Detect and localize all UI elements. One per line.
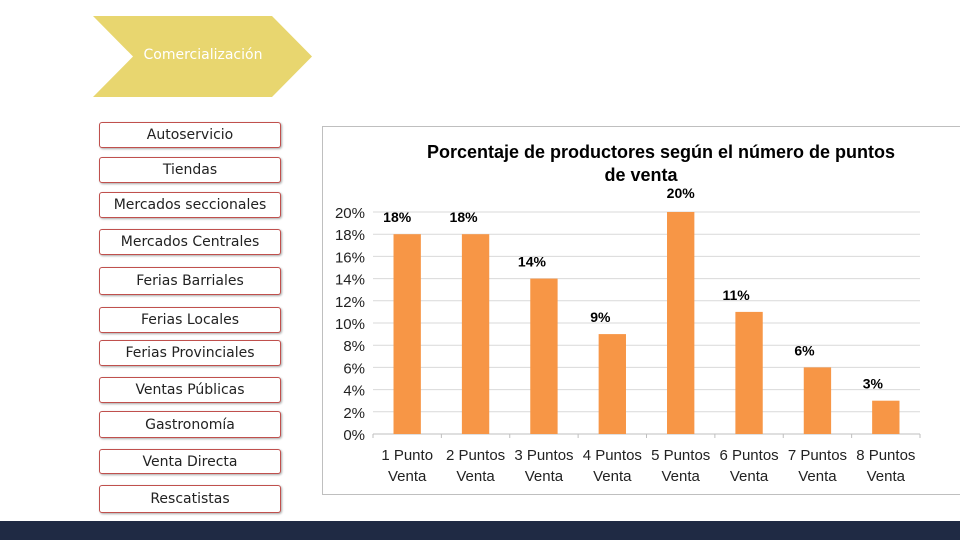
x-tick-label: Venta xyxy=(798,468,837,485)
x-tick-label: 8 Puntos xyxy=(856,447,915,464)
channel-venta-directa: Venta Directa xyxy=(99,449,281,474)
bar xyxy=(461,234,490,434)
channel-ferias-locales: Ferias Locales xyxy=(99,307,281,333)
x-tick-label: Venta xyxy=(593,468,632,485)
data-label: 6% xyxy=(794,342,815,358)
y-tick-label: 14% xyxy=(335,272,365,289)
chart-title-line-2: de venta xyxy=(604,165,678,185)
x-tick-label: 7 Puntos xyxy=(788,447,847,464)
y-tick-label: 8% xyxy=(343,338,365,355)
channel-ventas-publicas: Ventas Públicas xyxy=(99,377,281,403)
x-tick-label: Venta xyxy=(456,468,495,485)
y-tick-label: 10% xyxy=(335,316,365,333)
chart-title-line-1: Porcentaje de productores según el númer… xyxy=(427,142,895,162)
y-tick-label: 12% xyxy=(335,294,365,311)
bar xyxy=(872,400,900,434)
x-tick-label: 6 Puntos xyxy=(719,447,778,464)
channel-mercados-seccionales: Mercados seccionales xyxy=(99,192,281,218)
x-tick-label: Venta xyxy=(867,468,906,485)
bar xyxy=(598,334,626,434)
y-tick-label: 20% xyxy=(335,205,365,222)
x-tick-label: 3 Puntos xyxy=(514,447,573,464)
x-tick-label: 1 Punto xyxy=(381,447,433,464)
data-label: 11% xyxy=(722,287,750,303)
data-label: 14% xyxy=(518,254,547,270)
channel-rescatistas: Rescatistas xyxy=(99,485,281,513)
data-label: 18% xyxy=(383,209,412,225)
x-tick-label: 5 Puntos xyxy=(651,447,710,464)
bar xyxy=(667,212,695,434)
chart-frame: Porcentaje de productores según el númer… xyxy=(322,126,960,495)
x-tick-label: 2 Puntos xyxy=(446,447,505,464)
bar xyxy=(530,278,558,434)
bar xyxy=(735,311,763,434)
header-chevron xyxy=(93,16,312,97)
x-tick-label: Venta xyxy=(525,468,564,485)
x-tick-label: Venta xyxy=(662,468,701,485)
channel-tiendas: Tiendas xyxy=(99,157,281,183)
footer-bar xyxy=(0,521,960,540)
x-tick-label: Venta xyxy=(388,468,427,485)
header-label: Comercialización xyxy=(143,47,263,63)
bar xyxy=(803,367,832,434)
channel-ferias-provinciales: Ferias Provinciales xyxy=(99,340,281,366)
bar-chart: Porcentaje de productores según el númer… xyxy=(335,142,921,485)
y-tick-label: 6% xyxy=(343,360,365,377)
y-tick-label: 18% xyxy=(335,227,365,244)
bar xyxy=(393,234,421,434)
channel-gastronomia: Gastronomía xyxy=(99,411,281,438)
y-tick-label: 2% xyxy=(343,405,365,422)
data-label: 3% xyxy=(863,376,884,392)
y-tick-label: 4% xyxy=(343,383,365,400)
x-tick-label: Venta xyxy=(730,468,769,485)
channel-mercados-centrales: Mercados Centrales xyxy=(99,229,281,255)
x-tick-label: 4 Puntos xyxy=(583,447,642,464)
data-label: 18% xyxy=(450,209,479,225)
data-label: 9% xyxy=(590,309,611,325)
y-tick-label: 0% xyxy=(343,427,365,444)
data-label: 20% xyxy=(667,185,696,201)
y-tick-label: 16% xyxy=(335,249,365,266)
channel-autoservicio: Autoservicio xyxy=(99,122,281,148)
channel-ferias-barriales: Ferias Barriales xyxy=(99,267,281,295)
